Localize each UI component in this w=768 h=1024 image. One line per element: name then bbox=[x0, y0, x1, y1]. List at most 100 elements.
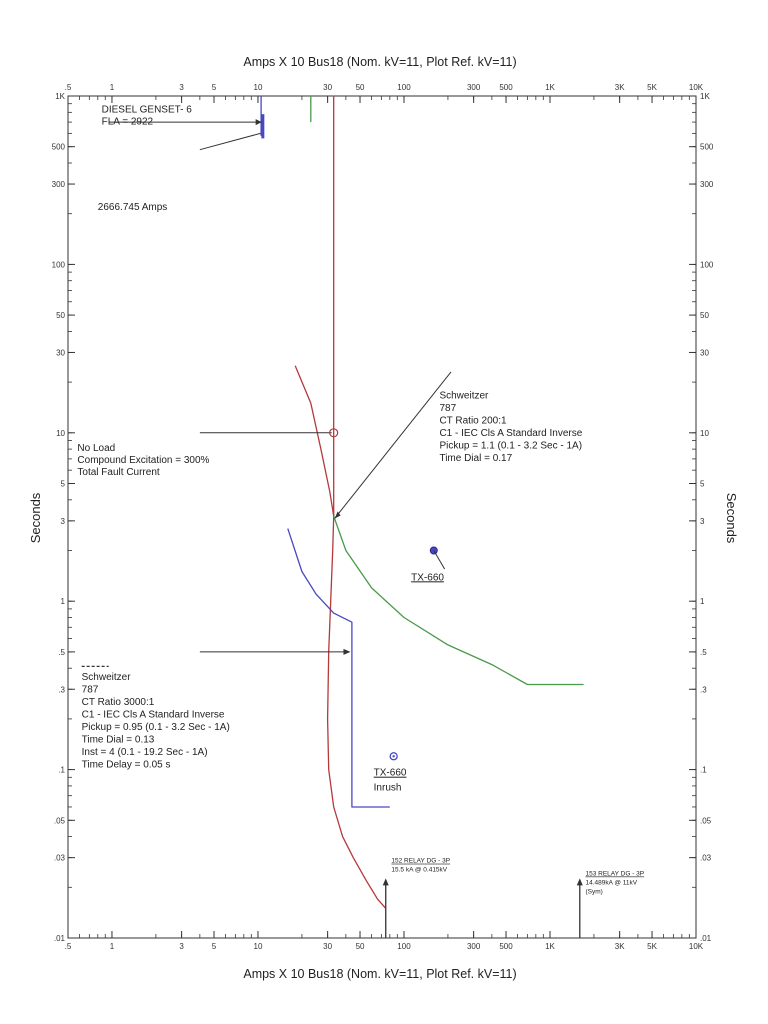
x-tick-label: 1K bbox=[545, 942, 555, 951]
annotation-line: Compound Excitation = 300% bbox=[77, 455, 209, 466]
x-tick-label: 3 bbox=[179, 83, 184, 92]
relay-152-arrowhead bbox=[382, 878, 389, 886]
annotation-line: C1 - IEC Cls A Standard Inverse bbox=[82, 710, 225, 721]
annotation-line: TX-660 bbox=[374, 768, 407, 779]
tx660-inrush-dot bbox=[392, 755, 395, 758]
y-tick-label: .03 bbox=[700, 854, 712, 863]
x-tick-label: 50 bbox=[356, 942, 365, 951]
x-tick-label: 5K bbox=[647, 942, 657, 951]
annotation-line: Time Delay = 0.05 s bbox=[82, 760, 171, 771]
annotation-line: Time Dial = 0.13 bbox=[82, 735, 155, 746]
genset-arrowhead bbox=[255, 119, 262, 126]
curves bbox=[260, 96, 584, 909]
annotation-line: 153 RELAY DG - 3P bbox=[585, 871, 644, 878]
annotation-line: Total Fault Current bbox=[77, 467, 159, 478]
x-tick-label: 5K bbox=[647, 83, 657, 92]
x-tick-label: 5 bbox=[212, 83, 217, 92]
y-tick-label: 50 bbox=[56, 311, 65, 320]
annotation-line: CT Ratio 3000:1 bbox=[82, 697, 155, 708]
x-tick-label: 300 bbox=[467, 83, 481, 92]
y-tick-label: 100 bbox=[52, 260, 66, 269]
annotation-line: 15.5 kA @ 0.415kV bbox=[391, 867, 447, 874]
y-tick-label: 500 bbox=[700, 143, 714, 152]
x-tick-label: 30 bbox=[323, 942, 332, 951]
y-axis-label-right: Seconds bbox=[724, 493, 739, 544]
plot-frame bbox=[67, 95, 697, 939]
x-tick-label: 500 bbox=[499, 83, 513, 92]
annotation-line: 2666.745 Amps bbox=[98, 202, 167, 213]
annotation-line: Schweitzer bbox=[439, 390, 489, 401]
tx660-inrush-point bbox=[389, 752, 398, 761]
y-tick-label: 30 bbox=[700, 348, 709, 357]
y-tick-label: 30 bbox=[56, 348, 65, 357]
annotation-line: Time Dial = 0.17 bbox=[439, 453, 512, 464]
chart-title-top: Amps X 10 Bus18 (Nom. kV=11, Plot Ref. k… bbox=[243, 55, 516, 69]
annotation-line: Inst = 4 (0.1 - 19.2 Sec - 1A) bbox=[82, 747, 208, 758]
x-tick-label: 10 bbox=[254, 83, 263, 92]
y-tick-label: 5 bbox=[61, 479, 66, 488]
x-tick-label: 5 bbox=[212, 942, 217, 951]
y-tick-label: 5 bbox=[700, 479, 705, 488]
y-tick-label: 10 bbox=[56, 429, 65, 438]
y-tick-label: 1K bbox=[700, 92, 710, 101]
relay-787-200-arrowhead bbox=[334, 511, 341, 519]
x-tick-label: 3K bbox=[615, 83, 625, 92]
relay-153-arrowhead bbox=[576, 878, 583, 886]
x-tick-label: 30 bbox=[323, 83, 332, 92]
y-tick-label: 10 bbox=[700, 429, 709, 438]
y-tick-label: 1 bbox=[61, 597, 66, 606]
annotation-line: 152 RELAY DG - 3P bbox=[391, 858, 450, 865]
x-tick-label: .5 bbox=[65, 942, 72, 951]
y-tick-label: .3 bbox=[58, 685, 65, 694]
x-tick-label: 100 bbox=[397, 83, 411, 92]
y-tick-label: .5 bbox=[700, 648, 707, 657]
axis-ticks: .5 .5 1 1 3 3 5 5 10 10 30 30 50 50 100 100 300 300 500 500… bbox=[52, 83, 714, 951]
annotation-line: DIESEL GENSET- 6 bbox=[102, 104, 193, 115]
annotation-line: No Load bbox=[77, 443, 115, 454]
x-tick-label: 1 bbox=[110, 942, 115, 951]
y-tick-label: .05 bbox=[54, 816, 66, 825]
relay-787-200-leader bbox=[334, 371, 452, 519]
x-tick-label: 1K bbox=[545, 83, 555, 92]
annotation-line: C1 - IEC Cls A Standard Inverse bbox=[439, 428, 582, 439]
y-tick-label: 500 bbox=[52, 143, 66, 152]
annotation-line: Pickup = 0.95 (0.1 - 3.2 Sec - 1A) bbox=[82, 722, 230, 733]
x-tick-label: .5 bbox=[65, 83, 72, 92]
curve-series-2 bbox=[294, 365, 335, 517]
y-tick-label: 300 bbox=[52, 180, 66, 189]
y-axis-label-left: Seconds bbox=[28, 492, 43, 543]
tx660-leader bbox=[433, 550, 446, 570]
annotation-line: TX-660 bbox=[411, 572, 444, 583]
curve-series-3 bbox=[333, 515, 584, 686]
x-tick-label: 10K bbox=[689, 942, 704, 951]
annotation-line: 14.489kA @ 11kV bbox=[585, 880, 637, 887]
fault-current-marker bbox=[329, 428, 339, 438]
annotation-line: CT Ratio 200:1 bbox=[439, 415, 507, 426]
y-tick-label: 300 bbox=[700, 180, 714, 189]
y-tick-label: .01 bbox=[54, 934, 66, 943]
y-tick-label: 50 bbox=[700, 311, 709, 320]
chart-title-bottom: Amps X 10 Bus18 (Nom. kV=11, Plot Ref. k… bbox=[243, 967, 516, 981]
x-tick-label: 50 bbox=[356, 83, 365, 92]
x-tick-label: 10K bbox=[689, 83, 704, 92]
annotation-line: Pickup = 1.1 (0.1 - 3.2 Sec - 1A) bbox=[439, 440, 582, 451]
annotation-line: Inrush bbox=[374, 783, 402, 794]
curve-series-1 bbox=[326, 96, 387, 909]
genset-leader-line-2 bbox=[199, 132, 261, 151]
y-tick-label: .3 bbox=[700, 685, 707, 694]
y-tick-label: 1K bbox=[55, 92, 65, 101]
annotation-line: FLA = 2922 bbox=[102, 116, 154, 127]
y-tick-label: 3 bbox=[61, 517, 66, 526]
annotation-line: Schweitzer bbox=[82, 672, 132, 683]
x-tick-label: 10 bbox=[254, 942, 263, 951]
x-tick-label: 300 bbox=[467, 942, 481, 951]
x-tick-label: 100 bbox=[397, 942, 411, 951]
x-tick-label: 1 bbox=[110, 83, 115, 92]
y-tick-label: 3 bbox=[700, 517, 705, 526]
y-tick-label: .5 bbox=[58, 648, 65, 657]
x-tick-label: 3 bbox=[179, 942, 184, 951]
annotation-line: (Sym) bbox=[585, 889, 602, 896]
x-tick-label: 500 bbox=[499, 942, 513, 951]
